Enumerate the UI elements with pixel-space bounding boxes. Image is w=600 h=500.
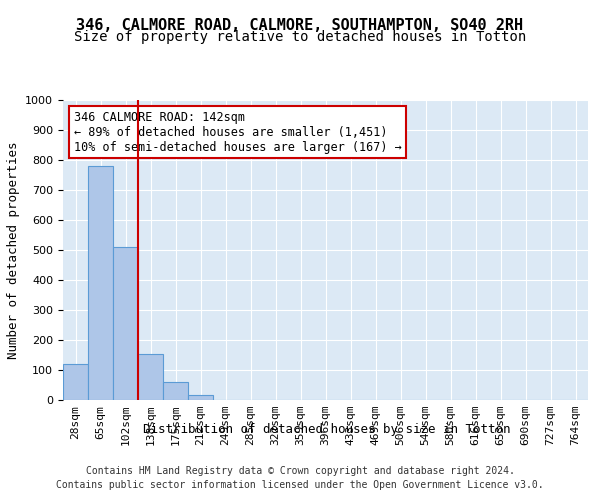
- Text: Size of property relative to detached houses in Totton: Size of property relative to detached ho…: [74, 30, 526, 44]
- Bar: [88, 166, 113, 400]
- Text: 346 CALMORE ROAD: 142sqm
← 89% of detached houses are smaller (1,451)
10% of sem: 346 CALMORE ROAD: 142sqm ← 89% of detach…: [74, 110, 401, 154]
- Text: Contains HM Land Registry data © Crown copyright and database right 2024.: Contains HM Land Registry data © Crown c…: [86, 466, 514, 476]
- Bar: [63, 364, 88, 400]
- Text: Distribution of detached houses by size in Totton: Distribution of detached houses by size …: [143, 422, 511, 436]
- Y-axis label: Number of detached properties: Number of detached properties: [7, 141, 20, 359]
- Bar: [113, 247, 138, 400]
- Bar: [163, 382, 188, 400]
- Bar: [138, 354, 163, 400]
- Bar: [188, 394, 213, 400]
- Text: 346, CALMORE ROAD, CALMORE, SOUTHAMPTON, SO40 2RH: 346, CALMORE ROAD, CALMORE, SOUTHAMPTON,…: [76, 18, 524, 32]
- Text: Contains public sector information licensed under the Open Government Licence v3: Contains public sector information licen…: [56, 480, 544, 490]
